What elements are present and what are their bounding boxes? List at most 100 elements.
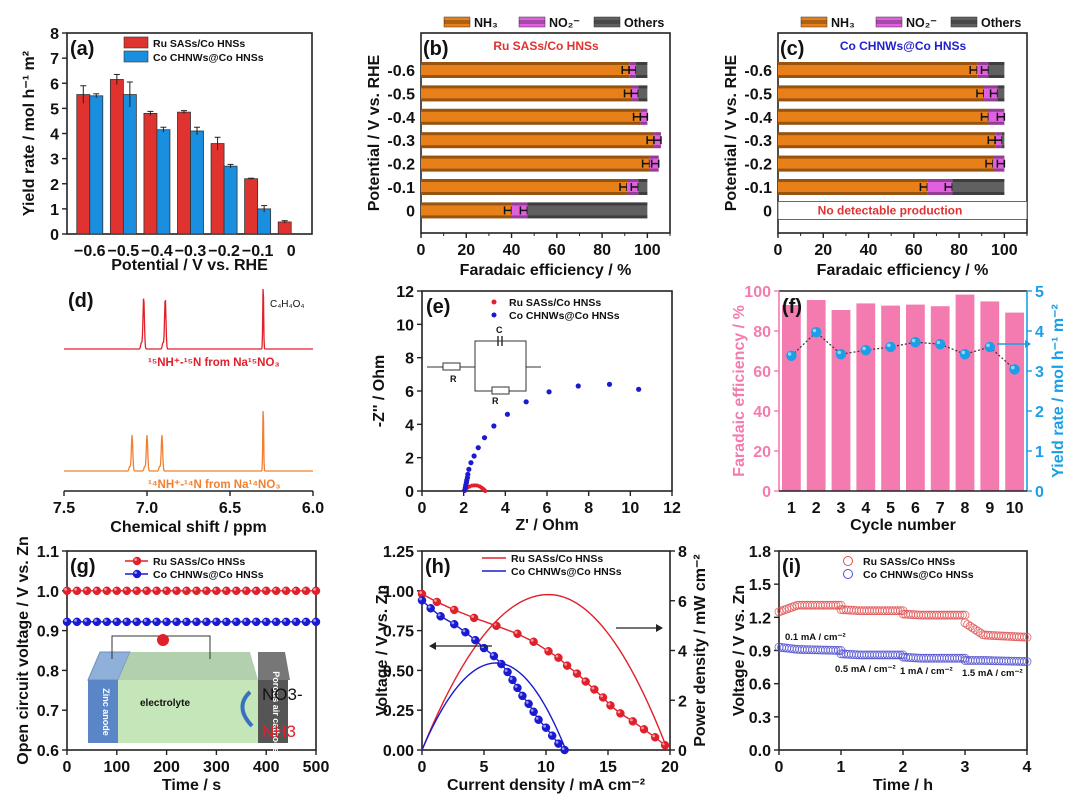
point-highlight xyxy=(173,619,177,622)
bar-shade xyxy=(778,155,994,159)
point-highlight xyxy=(936,340,941,345)
legend-label: NO₂⁻ xyxy=(549,16,580,30)
point-highlight xyxy=(233,588,237,591)
ocv-point xyxy=(112,586,122,596)
bar-shade xyxy=(629,75,637,78)
x-axis-label: Cycle number xyxy=(850,517,956,534)
point-highlight xyxy=(213,619,217,622)
bar-segment xyxy=(952,179,1005,195)
current-annotation: 1 mA / cm⁻² xyxy=(900,666,953,677)
y-tick-label: 0 xyxy=(1035,484,1044,501)
y-tick-label: 0 xyxy=(406,203,415,220)
bar-shade xyxy=(421,192,627,195)
point-highlight xyxy=(123,619,127,622)
point-highlight xyxy=(519,693,523,696)
data-point xyxy=(575,383,581,389)
y-tick-label: 5 xyxy=(1035,284,1044,301)
bar-segment xyxy=(778,62,978,78)
empty-row xyxy=(777,200,1028,220)
point-highlight xyxy=(961,350,965,355)
y-tick-label: 1 xyxy=(1035,444,1044,461)
bar-shade xyxy=(997,98,1005,102)
x-tick-label: 2 xyxy=(899,759,908,776)
bar-shade xyxy=(638,98,648,102)
x-tick-label: 6 xyxy=(911,500,920,517)
point-highlight xyxy=(203,588,207,591)
x-tick-label: 20 xyxy=(661,759,679,776)
voltage-point xyxy=(513,629,522,639)
ocv-point xyxy=(72,586,82,596)
legend-label: Others xyxy=(981,16,1021,30)
bar-segment xyxy=(421,62,630,78)
ocv-point xyxy=(271,586,281,596)
legend-swatch xyxy=(123,50,149,63)
y-tick-label: 8 xyxy=(678,544,687,561)
point-highlight xyxy=(514,630,518,634)
voltage-point xyxy=(628,717,638,726)
x-tick-label: −0.3 xyxy=(175,243,207,260)
bar-shade xyxy=(638,179,648,182)
x-tick-label: 500 xyxy=(303,759,330,776)
voltage-point xyxy=(449,605,459,615)
point-highlight xyxy=(617,710,621,714)
x-tick-label: 80 xyxy=(950,242,968,259)
ocv-point xyxy=(172,617,181,627)
y-tick-label: -0.5 xyxy=(744,86,772,103)
point-highlight xyxy=(451,621,455,625)
ocv-point xyxy=(172,586,181,596)
point-highlight xyxy=(243,588,247,591)
data-point xyxy=(468,460,474,466)
panel-h: 0 5 10 15 20 0.00 0.25 0.50 0.75 1.00 1.25 0 2 4 6 8 (h)… xyxy=(374,544,709,794)
ocv-point xyxy=(62,586,72,596)
point-highlight xyxy=(509,677,513,680)
y-tick-label: 0.6 xyxy=(37,743,59,760)
x-tick-label: 15 xyxy=(599,759,617,776)
legend-marker xyxy=(491,299,497,305)
x-tick-label: 0 xyxy=(417,242,426,259)
bar xyxy=(122,94,137,235)
conversion-arrow xyxy=(240,690,254,728)
point-highlight xyxy=(123,588,127,591)
bar-shade xyxy=(654,132,661,136)
point-highlight xyxy=(193,588,197,591)
bar xyxy=(156,129,171,235)
voltage-point xyxy=(598,693,608,702)
y-axis-label: Faradaic efficiency / % xyxy=(731,305,748,477)
legend-swatch xyxy=(800,16,828,28)
point-highlight xyxy=(787,352,792,356)
bar-segment xyxy=(778,85,984,102)
legend-swatch-shade xyxy=(519,20,545,24)
bar-segment xyxy=(927,179,953,195)
point-highlight xyxy=(263,619,267,622)
y-tick-label: 1.8 xyxy=(749,544,771,561)
ocv-point xyxy=(301,617,311,627)
voltage-point xyxy=(590,685,599,694)
bar xyxy=(257,208,272,235)
y-axis-label: Power density / mW cm⁻² xyxy=(692,554,709,746)
y-tick-label: 0.9 xyxy=(37,624,59,641)
legend-swatch-shade xyxy=(801,20,827,24)
y-tick-label: -0.6 xyxy=(387,63,415,80)
y-axis-label: -Z'' / Ohm xyxy=(371,355,388,428)
y-tick-label: -0.2 xyxy=(387,157,415,174)
y-tick-label: 0.25 xyxy=(383,703,414,720)
y-tick-label: 1.2 xyxy=(749,610,771,627)
bar-segment xyxy=(421,108,641,125)
point-highlight xyxy=(263,588,267,591)
voltage-point xyxy=(547,731,557,740)
point-highlight xyxy=(427,605,431,609)
x-axis-label: Faradaic efficiency / % xyxy=(460,262,632,279)
x-tick-label: 20 xyxy=(457,242,475,259)
x-axis-label: Z' / Ohm xyxy=(515,517,578,534)
bar-shade xyxy=(988,108,1005,112)
ocv-point xyxy=(251,617,261,627)
bar-segment xyxy=(638,85,648,102)
point-highlight xyxy=(641,726,644,730)
ocv-point xyxy=(232,617,241,627)
panel-label: (e) xyxy=(426,296,450,318)
spectrum-label: ¹⁴NH⁺-¹⁴N from Na¹⁴NO₃ xyxy=(148,479,281,491)
bar-shade xyxy=(421,62,630,65)
y-tick-label: -0.5 xyxy=(387,86,415,103)
x-tick-label: 100 xyxy=(634,242,661,259)
bar-segment xyxy=(1002,132,1005,149)
